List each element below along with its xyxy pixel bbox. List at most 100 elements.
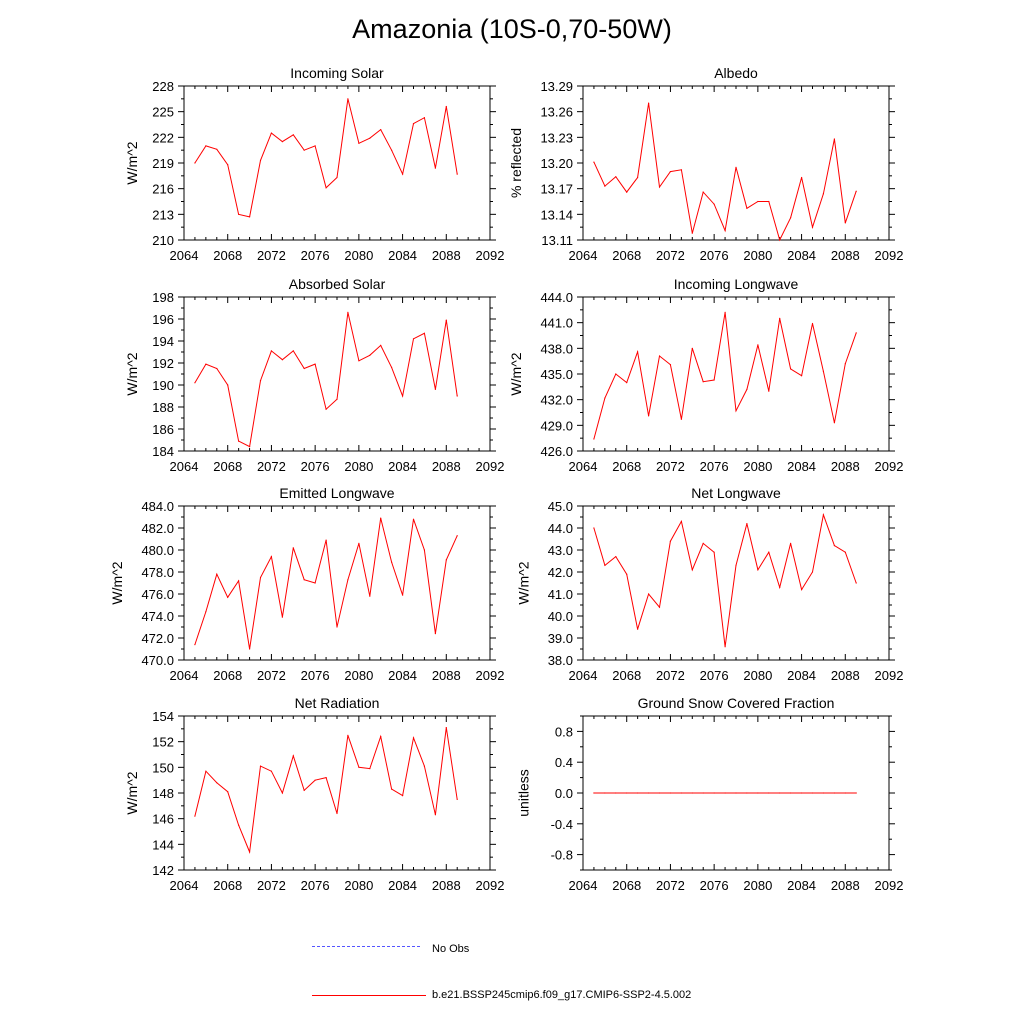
data-point	[855, 332, 857, 334]
x-tick-label: 2064	[569, 668, 598, 683]
y-tick-label: 13.20	[540, 156, 573, 171]
chart-panel-7: 2064 2068 2072 2076 2080 2084 2088 2092 142 144 14…	[124, 695, 504, 893]
data-point	[691, 232, 693, 234]
data-point	[292, 755, 294, 757]
data-point	[227, 596, 229, 598]
y-axis-label: unitless	[516, 769, 532, 816]
data-point	[358, 766, 360, 768]
data-point	[412, 123, 415, 125]
y-tick-label: 154	[152, 709, 174, 724]
data-point	[391, 788, 393, 790]
data-point	[801, 792, 803, 794]
x-tick-label: 2064	[569, 459, 598, 474]
x-tick-label: 2084	[787, 248, 816, 263]
data-point	[423, 117, 425, 119]
data-point	[680, 418, 683, 420]
y-tick-label: 426.0	[540, 444, 573, 459]
data-point	[855, 582, 857, 584]
data-point	[238, 580, 240, 582]
data-point	[205, 145, 207, 147]
x-tick-label: 2072	[656, 878, 685, 893]
x-tick-label: 2072	[656, 248, 685, 263]
y-tick-label: 484.0	[141, 499, 174, 514]
data-point	[216, 148, 218, 150]
data-point	[669, 792, 672, 794]
data-point	[833, 792, 836, 794]
data-point	[713, 379, 715, 381]
series-line	[194, 312, 458, 448]
data-point	[216, 782, 218, 784]
data-point	[281, 616, 283, 618]
x-tick-label: 2080	[344, 459, 373, 474]
data-point	[380, 129, 382, 131]
x-tick-label: 2088	[831, 668, 860, 683]
x-tick-label: 2072	[656, 668, 685, 683]
y-tick-label: 42.0	[548, 565, 573, 580]
y-tick-label: 194	[152, 334, 174, 349]
y-tick-label: 146	[152, 812, 174, 827]
x-tick-label: 2072	[257, 459, 286, 474]
x-tick-label: 2092	[476, 878, 505, 893]
data-point	[669, 540, 672, 542]
chart-title: Net Radiation	[295, 695, 380, 711]
data-point	[746, 523, 748, 525]
data-point	[456, 535, 458, 537]
data-point	[811, 792, 814, 794]
y-tick-label: 476.0	[141, 587, 174, 602]
data-point	[303, 579, 305, 581]
legend-obs-line	[312, 946, 420, 947]
x-tick-label: 2084	[388, 459, 417, 474]
data-point	[325, 187, 327, 189]
x-tick-label: 2076	[700, 668, 729, 683]
data-point	[604, 792, 606, 794]
data-point	[680, 792, 683, 794]
y-axis-label: W/m^2	[508, 352, 524, 395]
data-point	[347, 98, 349, 100]
data-point	[724, 311, 726, 313]
data-point	[358, 142, 360, 144]
data-point	[822, 370, 825, 372]
y-tick-label: 43.0	[548, 543, 573, 558]
y-tick-label: 13.26	[540, 105, 573, 120]
data-point	[369, 595, 371, 597]
y-tick-label: 210	[152, 233, 174, 248]
x-tick-label: 2088	[432, 878, 461, 893]
data-point	[658, 606, 661, 608]
data-point	[615, 176, 617, 178]
series-line	[593, 512, 857, 647]
data-point	[724, 230, 726, 232]
data-point	[779, 792, 781, 794]
data-point	[456, 395, 458, 397]
y-tick-label: 225	[152, 105, 174, 120]
data-point	[724, 646, 726, 648]
data-point	[713, 203, 715, 205]
data-point	[790, 217, 792, 219]
data-point	[402, 594, 404, 596]
x-tick-label: 2080	[344, 668, 373, 683]
data-point	[402, 395, 404, 397]
chart-title: Net Longwave	[691, 485, 781, 501]
data-point	[822, 193, 825, 195]
x-tick-label: 2080	[344, 878, 373, 893]
data-point	[456, 173, 458, 175]
y-tick-label: 432.0	[540, 393, 573, 408]
y-tick-label: 150	[152, 760, 174, 775]
x-tick-label: 2068	[213, 459, 242, 474]
data-point	[604, 397, 606, 399]
y-tick-label: 228	[152, 79, 174, 94]
data-point	[658, 792, 661, 794]
data-point	[801, 375, 803, 377]
data-point	[735, 410, 737, 412]
data-point	[811, 226, 814, 228]
data-point	[669, 364, 672, 366]
data-point	[691, 347, 693, 349]
data-point	[216, 367, 218, 370]
x-tick-label: 2076	[301, 668, 330, 683]
data-point	[238, 824, 240, 826]
x-tick-label: 2084	[787, 878, 816, 893]
y-tick-label: 13.23	[540, 130, 573, 145]
data-point	[391, 149, 393, 151]
data-point	[259, 380, 262, 382]
y-tick-label: 38.0	[548, 653, 573, 668]
data-point	[735, 792, 737, 794]
